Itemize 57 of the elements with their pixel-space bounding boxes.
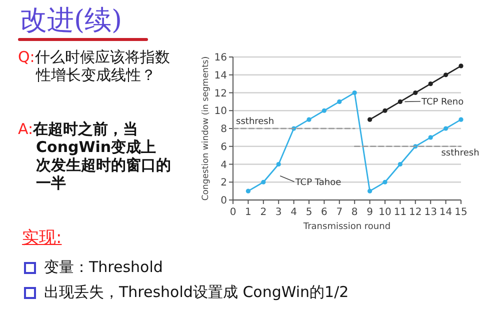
x-tick-label: 8 — [351, 207, 358, 218]
x-tick-label: 12 — [409, 207, 422, 218]
y-axis-title: Congestion window (in segments) — [201, 56, 211, 201]
x-tick-label: 5 — [306, 207, 312, 218]
x-tick-label: 2 — [260, 207, 267, 218]
point — [458, 117, 464, 122]
y-tick-label: 10 — [214, 106, 227, 118]
x-tick-label: 14 — [439, 207, 452, 218]
point — [306, 117, 312, 122]
y-tick-label: 14 — [214, 70, 227, 82]
x-tick-label: 13 — [424, 207, 437, 218]
series-label: ssthresh — [441, 148, 480, 158]
point — [368, 117, 372, 122]
x-tick-label: 1 — [245, 207, 252, 218]
y-tick-label: 16 — [214, 52, 227, 64]
y-tick-label: 6 — [220, 142, 227, 153]
point — [246, 188, 250, 194]
point — [337, 99, 342, 104]
text: 实现: — [22, 228, 63, 248]
text: TCP Tahoe — [294, 178, 342, 188]
point — [382, 180, 388, 184]
point — [413, 90, 418, 96]
x-tick-label: 15 — [454, 207, 468, 218]
y-tick-label: 0 — [220, 196, 227, 206]
x-tick-label: 6 — [321, 207, 328, 218]
series-label: ssthresh — [236, 117, 274, 128]
series-label: TCP Reno — [420, 97, 464, 108]
y-tick-label: 12 — [214, 88, 227, 100]
x-tick-label: 4 — [290, 207, 297, 218]
chart-title: 改进(续) — [20, 4, 122, 38]
point — [368, 188, 372, 194]
y-tick-label: 4 — [220, 160, 227, 171]
y-tick-label: 8 — [220, 124, 227, 135]
point — [458, 64, 464, 68]
x-tick-label: 7 — [336, 207, 343, 218]
point — [382, 108, 388, 113]
point — [276, 162, 281, 167]
point — [428, 82, 433, 86]
text: Q:什么时候应该将指数性增长变成线性？ — [18, 48, 170, 84]
x-tick-label: 0 — [230, 207, 236, 218]
x-tick-label: 9 — [366, 207, 373, 218]
y-tick-label: 2 — [220, 178, 227, 189]
point — [352, 90, 357, 96]
point — [398, 162, 402, 167]
point — [261, 180, 266, 184]
text: 出现丢失，Threshold设置成 CongWin的1/2 — [44, 283, 349, 301]
text: 变量：Threshold — [44, 258, 163, 276]
point — [444, 126, 448, 131]
point — [322, 108, 326, 113]
x-tick-label: 10 — [378, 207, 392, 218]
x-axis-title: Transmission round — [302, 222, 391, 232]
text: A:在超时之前，当CongWin变成上次发生超时的窗口的一半 — [18, 120, 171, 192]
x-tick-label: 3 — [275, 207, 282, 218]
point — [444, 72, 448, 78]
point — [398, 99, 402, 104]
point — [428, 135, 433, 140]
x-tick-label: 11 — [394, 207, 407, 218]
